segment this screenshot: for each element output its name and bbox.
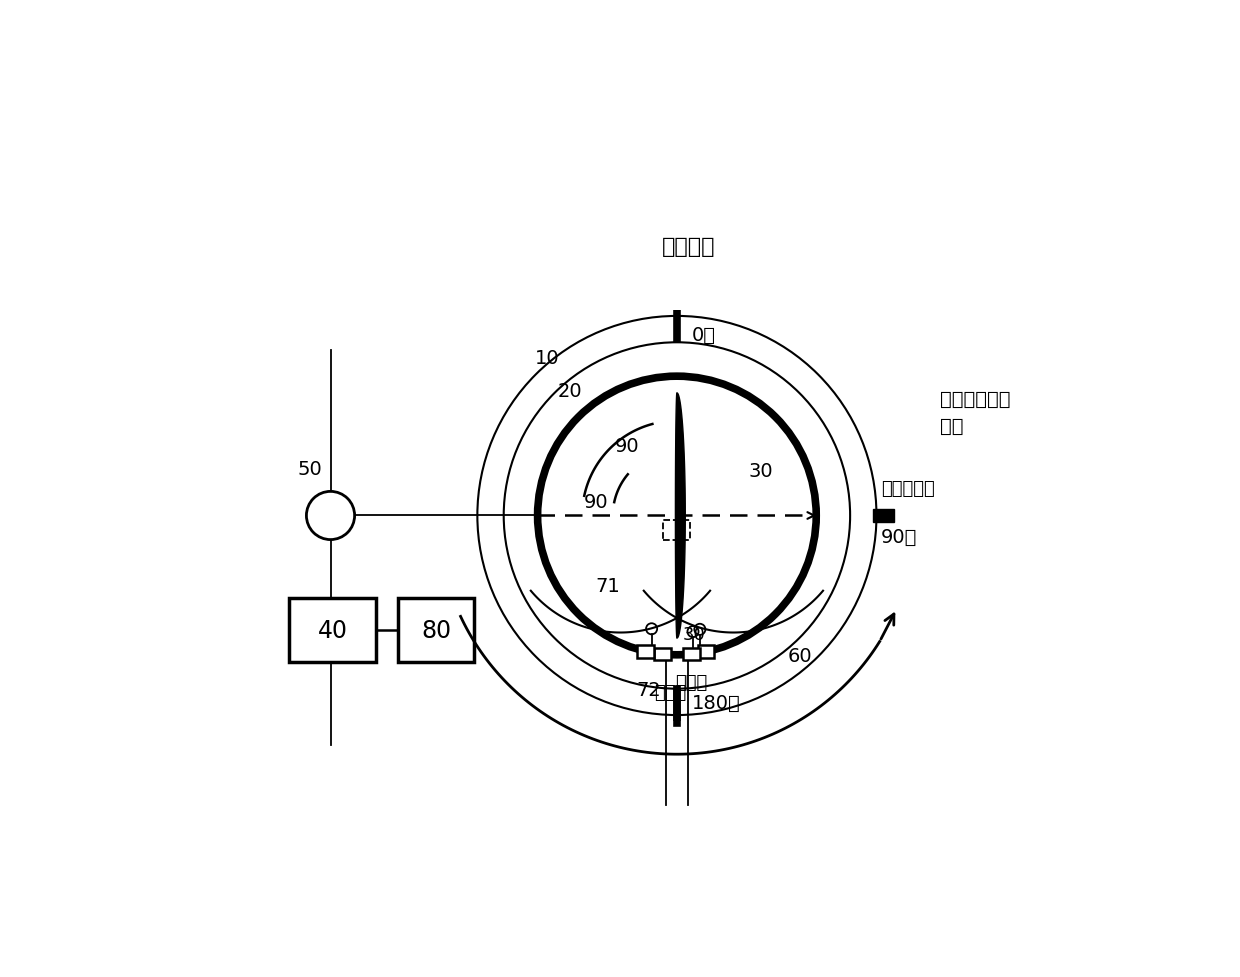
Text: 72: 72 <box>636 680 661 699</box>
Bar <box>289 599 376 662</box>
Text: 40: 40 <box>317 618 347 643</box>
Bar <box>698 646 714 658</box>
Text: 80: 80 <box>420 618 451 643</box>
Text: 50: 50 <box>298 459 322 479</box>
Bar <box>637 645 653 658</box>
Text: 71: 71 <box>595 576 620 595</box>
Text: 安全位: 安全位 <box>675 673 707 691</box>
Polygon shape <box>676 394 686 638</box>
Bar <box>663 521 691 540</box>
Text: 180度: 180度 <box>692 693 740 712</box>
Text: 工作极限位: 工作极限位 <box>880 479 935 497</box>
Text: 20: 20 <box>557 382 582 401</box>
Text: 正常工作角度
范围: 正常工作角度 范围 <box>940 390 1011 435</box>
Bar <box>873 509 894 523</box>
Text: 顺桨方向: 顺桨方向 <box>661 236 715 256</box>
Bar <box>683 648 699 660</box>
Text: 90度: 90度 <box>880 528 918 546</box>
Text: 90: 90 <box>615 437 639 456</box>
Bar <box>398 599 474 662</box>
Text: 60: 60 <box>787 646 812 665</box>
Text: 30: 30 <box>683 625 706 643</box>
Text: 90: 90 <box>584 492 609 512</box>
Bar <box>653 648 671 660</box>
Text: 0度: 0度 <box>692 326 715 345</box>
Text: 10: 10 <box>534 349 559 368</box>
Text: 30: 30 <box>748 462 773 481</box>
Text: 停止位: 停止位 <box>653 683 686 701</box>
